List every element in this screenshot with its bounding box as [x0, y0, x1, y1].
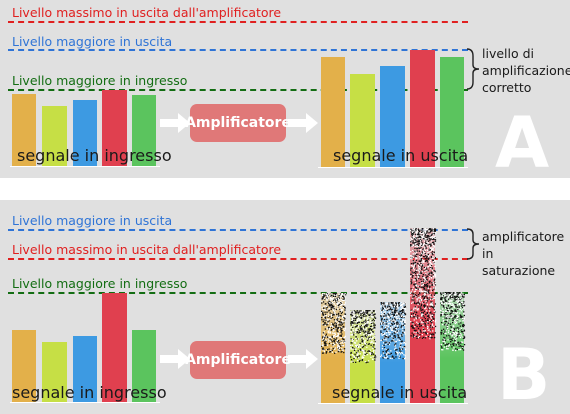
note-line: livello di	[482, 46, 535, 61]
output-bar-blue	[380, 66, 405, 167]
panel-a: Livello massimo in uscita dall'amplifica…	[0, 0, 570, 178]
input-bar-yellowgreen	[42, 106, 67, 166]
max-output-label: Livello massimo in uscita dall'amplifica…	[12, 242, 282, 257]
output-baseline	[318, 167, 468, 168]
input-bar-green	[132, 330, 156, 402]
note-line: amplificatore	[482, 229, 565, 244]
output-baseline	[318, 403, 468, 404]
max-output-line	[8, 258, 468, 260]
input-bar-blue	[73, 100, 97, 166]
max-in-level-label: Livello maggiore in ingresso	[12, 276, 188, 291]
arrow-right-icon	[288, 113, 318, 133]
max-in-level-line	[8, 292, 468, 294]
output-bar-red	[410, 50, 435, 167]
max-out-level-line	[8, 229, 468, 231]
input-bar-blue	[73, 336, 97, 402]
max-out-level-label: Livello maggiore in uscita	[12, 34, 173, 49]
note-line: amplificazione	[482, 63, 570, 78]
note-line: corretto	[482, 80, 532, 95]
input-bar-orange	[12, 330, 36, 402]
output-bar-green	[440, 57, 464, 167]
max-out-level-line	[8, 49, 468, 51]
input-bar-red	[102, 90, 127, 166]
input-bar-yellowgreen	[42, 342, 67, 402]
note-line: in saturazione	[482, 246, 556, 278]
output-bar-yellowgreen	[350, 74, 375, 167]
panel-b: Livello maggiore in uscita Livello massi…	[0, 200, 570, 414]
arrow-right-icon	[160, 113, 190, 133]
input-baseline	[10, 166, 160, 167]
arrow-right-icon	[288, 349, 318, 369]
input-caption: segnale in ingresso	[12, 383, 167, 402]
note-correct: livello di amplificazione corretto	[482, 45, 570, 96]
brace-icon	[466, 48, 480, 90]
brace-icon	[466, 228, 480, 260]
max-output-label: Livello massimo in uscita dall'amplifica…	[12, 5, 282, 20]
input-bar-orange	[12, 94, 36, 166]
max-in-level-line	[8, 89, 468, 91]
max-out-level-label: Livello maggiore in uscita	[12, 213, 173, 228]
input-baseline	[10, 402, 160, 403]
saturation-noise	[321, 228, 466, 364]
output-caption: segnale in uscita	[333, 146, 469, 165]
panel-letter: B	[497, 334, 551, 414]
input-bar-red	[102, 293, 127, 402]
panel-letter: A	[495, 102, 550, 178]
note-saturation: amplificatore in saturazione	[482, 228, 570, 279]
max-output-line	[8, 21, 468, 23]
amplifier-box: Amplificatore	[185, 341, 291, 379]
input-caption: segnale in ingresso	[17, 146, 172, 165]
output-bar-orange	[321, 57, 345, 167]
output-caption: segnale in uscita	[332, 383, 468, 402]
input-bar-green	[132, 95, 156, 166]
max-in-level-label: Livello maggiore in ingresso	[12, 73, 188, 88]
amplifier-box: Amplificatore	[185, 104, 291, 142]
arrow-right-icon	[160, 349, 190, 369]
